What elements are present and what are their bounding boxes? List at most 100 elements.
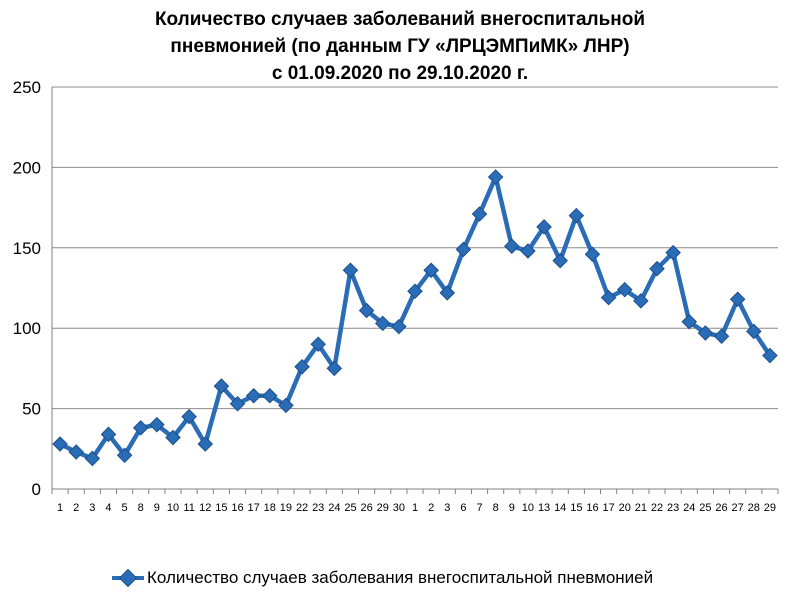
x-tick-label: 26 xyxy=(360,502,372,514)
x-tick-label: 24 xyxy=(683,502,695,514)
data-point xyxy=(616,281,633,298)
data-point xyxy=(633,293,649,309)
x-tick-label: 16 xyxy=(231,502,243,514)
data-point xyxy=(504,238,520,254)
x-tick-label: 9 xyxy=(509,502,515,514)
y-tick-label: 250 xyxy=(13,78,41,97)
x-tick-label: 10 xyxy=(522,502,534,514)
x-tick-label: 4 xyxy=(105,502,111,514)
data-point xyxy=(520,243,536,259)
x-tick-label: 15 xyxy=(215,502,227,514)
x-tick-label: 11 xyxy=(183,502,194,514)
y-tick-label: 100 xyxy=(13,319,41,338)
x-tick-label: 2 xyxy=(428,502,434,514)
x-tick-label: 6 xyxy=(460,502,466,514)
data-point xyxy=(568,207,585,224)
data-point xyxy=(584,246,601,263)
x-tick-label: 8 xyxy=(138,502,144,514)
x-tick-label: 23 xyxy=(667,502,679,514)
x-tick-label: 29 xyxy=(764,502,776,514)
chart-title-line-1: Количество случаев заболеваний внегоспит… xyxy=(154,9,646,30)
data-point xyxy=(165,429,181,446)
x-tick-label: 3 xyxy=(444,502,450,514)
x-tick-label: 30 xyxy=(393,502,405,514)
x-tick-label: 27 xyxy=(732,502,744,514)
data-point xyxy=(245,387,262,404)
legend-series-label: Количество случаев заболевания внегоспит… xyxy=(147,568,654,587)
data-point xyxy=(697,325,714,341)
x-tick-label: 22 xyxy=(296,502,308,514)
data-point xyxy=(116,447,133,464)
series-line xyxy=(57,174,773,461)
data-point xyxy=(294,359,310,375)
data-point xyxy=(665,244,681,261)
x-tick-label: 16 xyxy=(586,502,598,514)
data-point xyxy=(746,323,762,340)
data-point xyxy=(52,436,68,452)
data-point xyxy=(649,260,665,277)
x-tick-label: 3 xyxy=(89,502,95,514)
x-tick-label: 8 xyxy=(493,502,499,514)
x-tick-label: 17 xyxy=(602,502,614,514)
data-point xyxy=(681,313,698,330)
x-tick-label: 29 xyxy=(377,502,389,514)
data-point xyxy=(423,262,439,279)
data-point xyxy=(213,378,230,394)
data-point xyxy=(600,289,617,306)
data-point xyxy=(68,444,84,460)
x-tick-label: 25 xyxy=(699,502,711,514)
chart-title-line-3: с 01.09.2020 по 29.10.2020 г. xyxy=(271,63,529,84)
x-tick-label: 23 xyxy=(312,502,324,514)
data-point xyxy=(536,219,552,235)
chart-title: Количество случаев заболеваний внегоспит… xyxy=(0,6,800,87)
data-point xyxy=(407,283,423,299)
data-point xyxy=(278,397,294,414)
x-tick-label: 17 xyxy=(248,502,260,514)
x-tick-label: 20 xyxy=(619,502,631,514)
legend-marker xyxy=(112,568,144,588)
x-tick-label: 24 xyxy=(328,502,340,514)
data-point xyxy=(374,315,391,332)
x-tick-label: 2 xyxy=(73,502,79,514)
data-point xyxy=(729,291,746,308)
x-tick-label: 12 xyxy=(199,502,211,514)
data-point xyxy=(552,252,568,269)
x-tick-label: 15 xyxy=(570,502,582,514)
data-point xyxy=(455,241,472,258)
data-point xyxy=(439,285,456,301)
x-tick-label: 1 xyxy=(412,502,418,514)
y-tick-label: 150 xyxy=(13,239,41,258)
data-point xyxy=(149,416,165,433)
chart-legend: Количество случаев заболевания внегоспит… xyxy=(112,566,653,590)
x-tick-label: 10 xyxy=(167,502,179,514)
x-tick-label: 5 xyxy=(122,502,128,514)
y-tick-label: 200 xyxy=(13,158,41,177)
x-tick-label: 26 xyxy=(715,502,727,514)
x-tick-label: 25 xyxy=(344,502,356,514)
data-point xyxy=(262,387,278,404)
data-point xyxy=(84,450,101,467)
x-tick-label: 14 xyxy=(554,502,566,514)
y-tick-label: 0 xyxy=(32,480,41,499)
x-tick-label: 18 xyxy=(264,502,276,514)
data-point xyxy=(310,336,326,353)
x-tick-label: 21 xyxy=(635,502,647,514)
data-point xyxy=(229,395,246,412)
x-tick-label: 19 xyxy=(280,502,292,514)
data-point xyxy=(713,328,730,345)
y-tick-label: 50 xyxy=(22,400,41,419)
data-point xyxy=(197,436,214,452)
data-point xyxy=(326,360,343,377)
data-point xyxy=(391,318,407,335)
x-tick-label: 9 xyxy=(154,502,160,514)
x-tick-label: 1 xyxy=(57,502,63,514)
x-tick-label: 13 xyxy=(538,502,550,514)
chart-title-line-2: пневмонией (по данным ГУ «ЛРЦЭМПиМК» ЛНР… xyxy=(170,36,630,57)
data-point xyxy=(762,347,778,364)
x-tick-label: 22 xyxy=(651,502,663,514)
data-point xyxy=(471,206,488,222)
data-point xyxy=(100,426,117,443)
data-point xyxy=(181,408,197,425)
data-point xyxy=(487,169,504,185)
